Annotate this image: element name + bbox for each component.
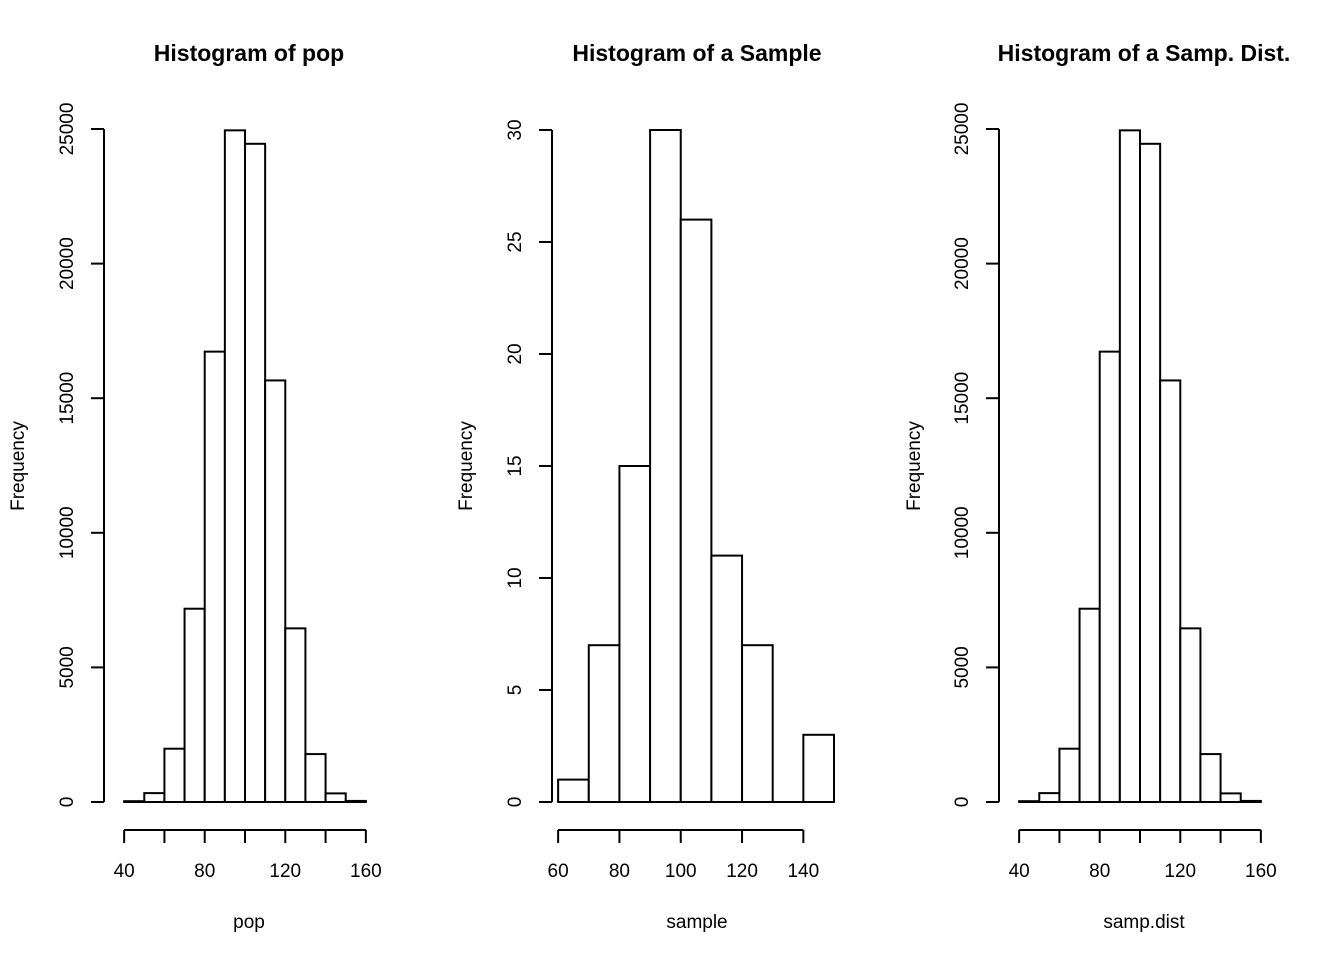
y-tick-label: 20000: [57, 237, 78, 290]
y-tick-label: 25000: [57, 103, 78, 156]
histogram-bar: [1179, 627, 1202, 804]
x-tick-label: 160: [1245, 861, 1277, 882]
histogram-bar: [1219, 792, 1242, 804]
x-tick-label: 100: [665, 861, 697, 882]
y-tick-label: 15000: [57, 372, 78, 425]
x-tick-label: 40: [1009, 861, 1030, 882]
x-tick-label: 120: [1164, 861, 1196, 882]
x-axis-label: pop: [233, 912, 265, 933]
x-tick-label: 40: [114, 861, 135, 882]
histogram-bar: [123, 800, 146, 803]
y-tick-label: 30: [505, 119, 526, 140]
histogram-bar: [1078, 607, 1101, 804]
x-tick-label: 60: [548, 861, 569, 882]
y-tick-label: 0: [505, 797, 526, 808]
y-tick-label: 0: [57, 797, 78, 808]
histogram-bar: [557, 778, 590, 803]
histogram-bar: [1159, 379, 1182, 803]
histogram-bar: [710, 554, 744, 803]
chart-title: Histogram of pop: [154, 40, 344, 66]
histogram-bar: [264, 379, 287, 803]
histogram-bar: [1098, 350, 1121, 803]
histogram-bar: [324, 792, 347, 804]
y-tick-label: 20: [505, 343, 526, 364]
histogram-bar: [679, 218, 713, 804]
histogram-bar: [1199, 753, 1222, 803]
y-tick-label: 10000: [952, 506, 973, 559]
x-tick-label: 80: [1089, 861, 1110, 882]
y-tick-label: 15: [505, 455, 526, 476]
y-tick-label: 25: [505, 231, 526, 252]
histogram-bar: [163, 747, 186, 804]
chart-title: Histogram of a Sample: [572, 40, 821, 66]
histogram-bar: [223, 129, 247, 803]
x-axis-label: sample: [666, 912, 727, 933]
histogram-bar: [1018, 800, 1041, 803]
histogram-bar: [1038, 792, 1061, 803]
x-tick-label: 160: [350, 861, 382, 882]
histogram-bar: [284, 627, 307, 804]
y-tick-label: 5000: [57, 646, 78, 688]
y-axis-label: Frequency: [456, 421, 477, 511]
x-axis-label: samp.dist: [1103, 912, 1185, 933]
y-tick-label: 5000: [952, 646, 973, 688]
histogram-bar: [183, 607, 206, 804]
x-tick-label: 140: [787, 861, 819, 882]
histogram-bar: [1239, 799, 1262, 804]
x-tick-label: 80: [194, 861, 215, 882]
y-tick-label: 25000: [952, 103, 973, 156]
histogram-bar: [1139, 142, 1162, 803]
panel-histogram-samp-dist: Histogram of a Samp. Dist. samp.dist Fre…: [904, 40, 1290, 933]
y-tick-label: 0: [952, 797, 973, 808]
histogram-bar: [143, 792, 166, 803]
histogram-bar: [741, 644, 774, 804]
y-tick-label: 15000: [952, 372, 973, 425]
histogram-bar: [304, 753, 327, 803]
histogram-bar: [1118, 129, 1142, 803]
histogram-bar: [802, 733, 836, 803]
y-tick-label: 20000: [952, 237, 973, 290]
x-tick-label: 80: [609, 861, 630, 882]
y-tick-label: 5: [505, 685, 526, 696]
histogram-bar: [587, 644, 621, 804]
x-tick-label: 120: [726, 861, 758, 882]
y-tick-label: 10: [505, 567, 526, 588]
histogram-bar: [244, 142, 267, 803]
chart-title: Histogram of a Samp. Dist.: [998, 40, 1291, 66]
histogram-bar: [1058, 747, 1081, 804]
y-axis-label: Frequency: [8, 421, 29, 511]
panel-histogram-sample: Histogram of a Sample sample Frequency 0…: [456, 40, 836, 933]
panel-histogram-pop: Histogram of pop pop Frequency 0 5000 1000…: [8, 40, 382, 933]
histogram-bar: [203, 350, 226, 803]
y-tick-label: 10000: [57, 506, 78, 559]
histogram-bar: [649, 129, 682, 803]
x-tick-label: 120: [269, 861, 301, 882]
y-axis-label: Frequency: [904, 421, 925, 511]
histogram-bar: [344, 799, 367, 804]
histogram-bar: [618, 465, 652, 803]
